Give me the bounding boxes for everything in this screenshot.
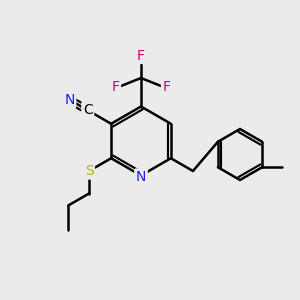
Text: F: F — [163, 80, 170, 94]
Text: N: N — [64, 93, 75, 107]
Text: F: F — [112, 80, 119, 94]
Text: C: C — [83, 103, 93, 117]
Text: N: N — [136, 170, 146, 184]
Text: S: S — [85, 164, 93, 178]
Text: F: F — [137, 49, 145, 62]
